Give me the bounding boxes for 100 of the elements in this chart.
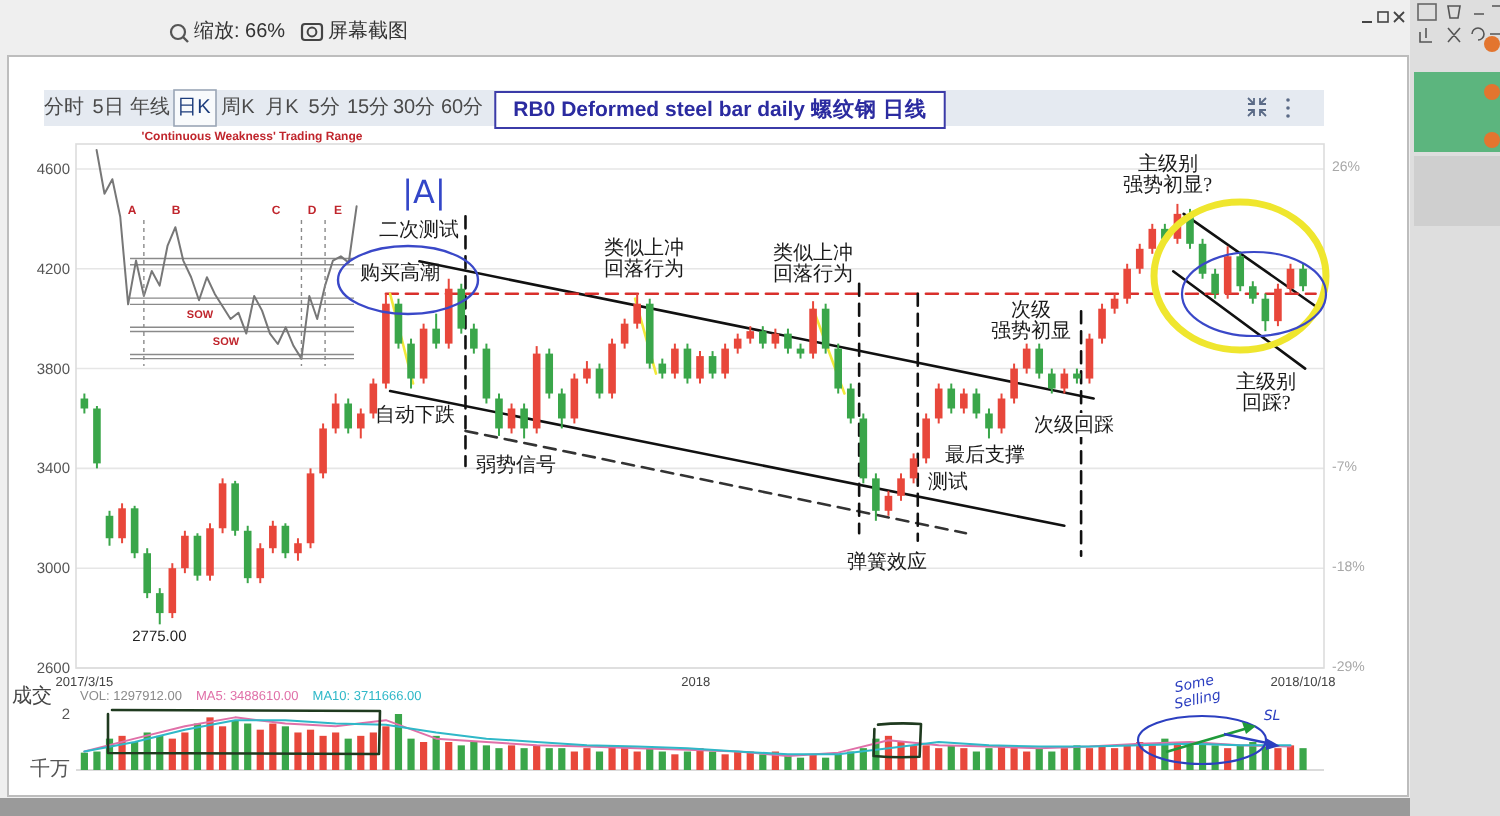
candlestick bbox=[721, 342, 729, 380]
candlestick bbox=[583, 360, 591, 385]
annotation: 自动下跌 bbox=[375, 403, 455, 427]
bar bbox=[570, 751, 578, 770]
bar bbox=[834, 754, 842, 770]
annotation: 类似上冲回落行为 bbox=[603, 235, 684, 281]
bar bbox=[960, 748, 968, 770]
text: 日K bbox=[177, 97, 212, 119]
candlestick bbox=[1085, 332, 1094, 385]
candlestick bbox=[620, 317, 629, 350]
bar bbox=[420, 742, 428, 770]
text: 5分 bbox=[308, 95, 340, 119]
candlestick bbox=[897, 472, 905, 502]
candlestick bbox=[457, 282, 466, 335]
candlestick bbox=[821, 302, 830, 355]
bar bbox=[935, 748, 943, 770]
candlestick bbox=[319, 422, 327, 480]
candlestick bbox=[256, 542, 265, 585]
candlestick bbox=[545, 347, 554, 400]
candlestick bbox=[218, 477, 227, 535]
bar bbox=[181, 732, 189, 770]
bar bbox=[394, 714, 403, 770]
candlestick bbox=[633, 292, 641, 330]
bar bbox=[470, 742, 478, 770]
bar bbox=[93, 751, 101, 770]
bar bbox=[671, 754, 679, 770]
candlestick bbox=[1286, 262, 1295, 295]
bar bbox=[621, 748, 629, 770]
candlestick bbox=[269, 519, 277, 555]
candlestick bbox=[1135, 242, 1144, 275]
candlestick bbox=[1274, 282, 1282, 328]
candlestick bbox=[1098, 302, 1106, 345]
candlestick bbox=[143, 547, 151, 600]
bar bbox=[495, 748, 503, 770]
bar bbox=[1060, 748, 1068, 770]
candlestick bbox=[206, 522, 214, 582]
bar bbox=[457, 745, 465, 770]
bar bbox=[583, 748, 591, 770]
bar bbox=[1111, 748, 1119, 770]
bar bbox=[646, 748, 654, 770]
text: 月K bbox=[265, 97, 300, 119]
candlestick bbox=[1047, 367, 1056, 395]
bar bbox=[432, 735, 440, 770]
bar bbox=[80, 752, 88, 770]
bar bbox=[294, 732, 302, 770]
bar bbox=[344, 738, 352, 770]
candlestick bbox=[294, 537, 302, 562]
candlestick bbox=[495, 392, 503, 437]
annotation: 弱势信号 bbox=[475, 453, 556, 477]
candlestick bbox=[570, 372, 579, 425]
text: 年线 bbox=[130, 95, 170, 119]
bar bbox=[734, 751, 742, 770]
text: 30分 bbox=[392, 95, 436, 119]
candlestick bbox=[872, 472, 880, 522]
candlestick bbox=[1123, 262, 1131, 305]
candlestick bbox=[356, 407, 365, 440]
candlestick bbox=[846, 382, 855, 425]
bar bbox=[922, 745, 930, 770]
bar bbox=[533, 745, 541, 770]
candlestick bbox=[671, 342, 679, 380]
candlestick bbox=[507, 402, 516, 435]
candlestick bbox=[1299, 262, 1307, 293]
bar bbox=[281, 726, 289, 770]
annotation: 弹簧效应 bbox=[846, 550, 927, 575]
annotation: 购买高潮 bbox=[360, 260, 441, 285]
candlestick bbox=[231, 479, 239, 537]
bar bbox=[1023, 751, 1031, 770]
bar bbox=[369, 732, 377, 770]
candlestick bbox=[181, 529, 189, 575]
bar bbox=[708, 751, 717, 770]
candlestick bbox=[784, 327, 792, 355]
bar bbox=[357, 735, 365, 770]
bar bbox=[796, 757, 805, 770]
candlestick bbox=[733, 332, 742, 355]
text: 60分 bbox=[440, 95, 484, 119]
candlestick bbox=[1110, 292, 1119, 315]
candlestick bbox=[1010, 362, 1018, 405]
candlestick bbox=[985, 407, 993, 440]
bar bbox=[1098, 745, 1106, 770]
bar bbox=[972, 751, 980, 770]
bar bbox=[269, 723, 277, 770]
candlestick bbox=[193, 532, 202, 582]
bar bbox=[1035, 748, 1043, 770]
candlestick bbox=[1249, 280, 1257, 305]
candlestick bbox=[344, 397, 353, 435]
candlestick bbox=[520, 402, 528, 440]
text: 成交 bbox=[12, 684, 52, 708]
text: 屏幕截图 bbox=[328, 19, 408, 43]
bar bbox=[445, 742, 453, 770]
bar bbox=[1048, 751, 1056, 770]
candlestick bbox=[558, 387, 566, 430]
candlestick bbox=[1022, 342, 1031, 375]
candlestick bbox=[168, 562, 177, 620]
candlestick bbox=[595, 362, 604, 400]
bar bbox=[759, 754, 767, 770]
annotation: 测试 bbox=[928, 470, 968, 495]
text: 5日 bbox=[92, 97, 124, 119]
candlestick bbox=[118, 502, 126, 545]
bar bbox=[1286, 745, 1295, 770]
candlestick bbox=[884, 489, 893, 517]
